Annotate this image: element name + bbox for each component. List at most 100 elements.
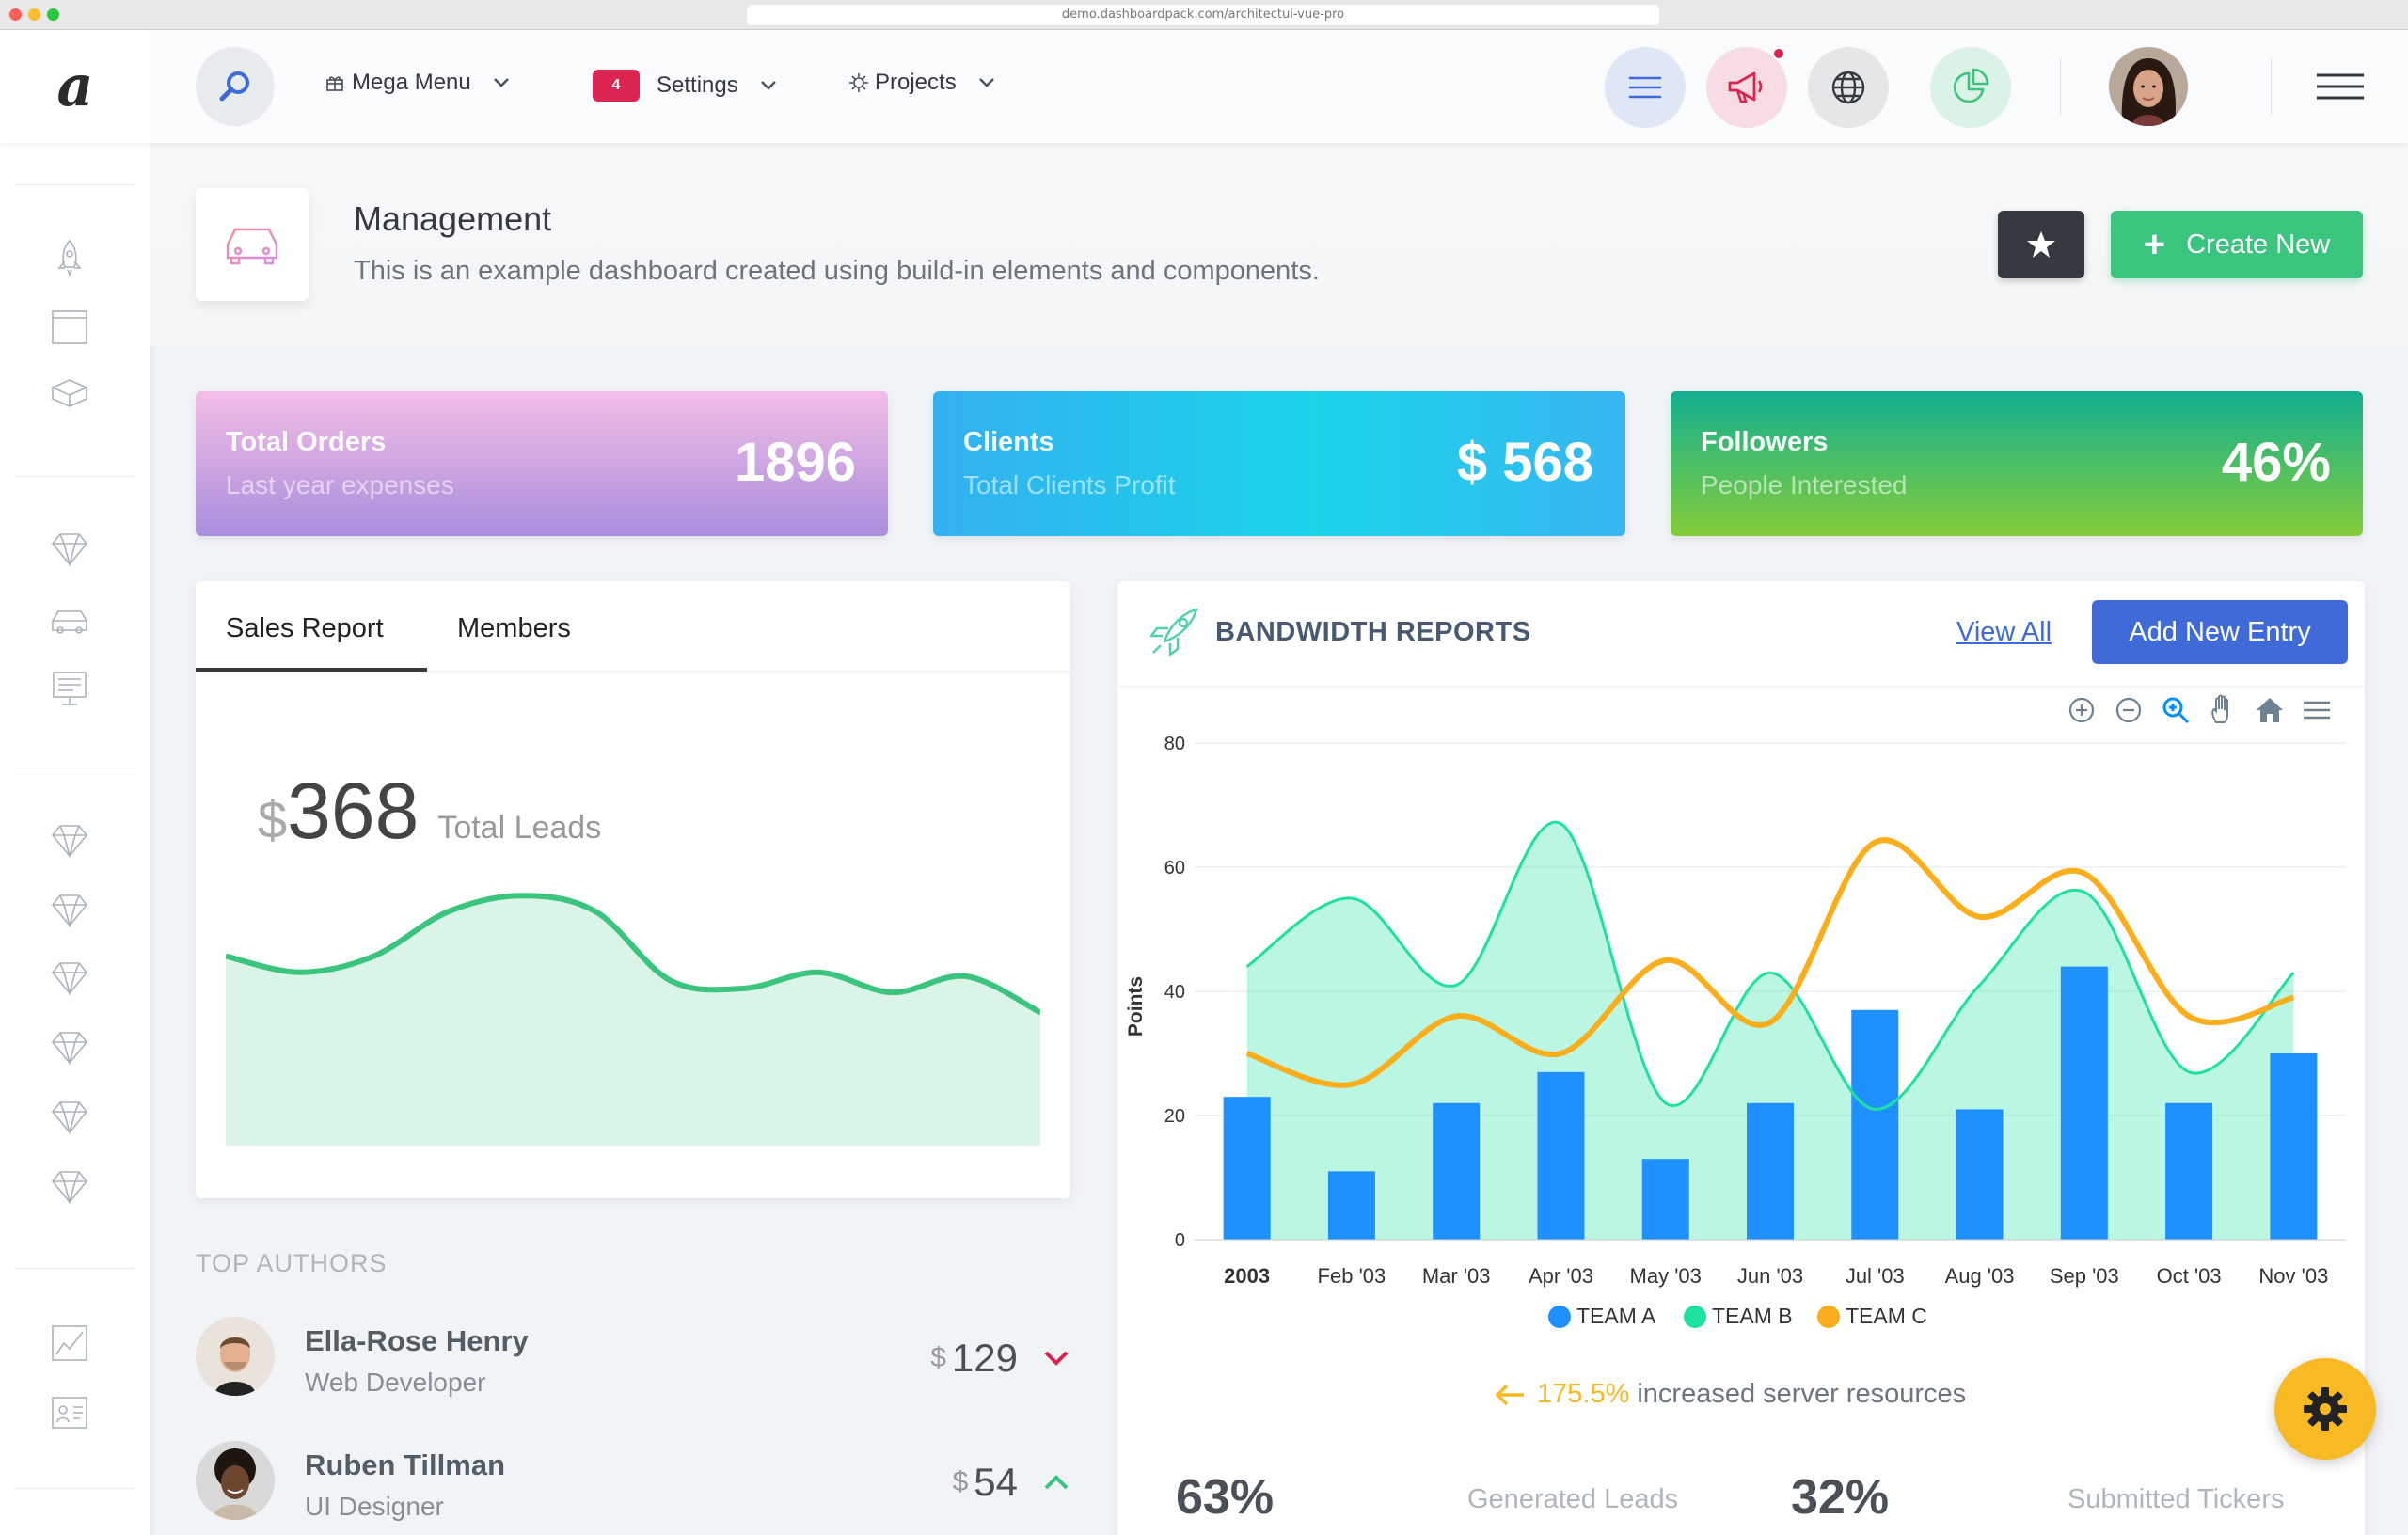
chart-legend-item[interactable]: TEAM A [1548, 1304, 1656, 1329]
box-icon[interactable] [49, 372, 90, 414]
pan-hand-icon[interactable] [2207, 694, 2239, 726]
author-name: Ella-Rose Henry [305, 1324, 529, 1357]
y-tick-label: 20 [1164, 1106, 1185, 1127]
plus-icon: + [2143, 224, 2166, 265]
team-a-bar[interactable] [1641, 1159, 1689, 1240]
chart-legend-item[interactable]: TEAM C [1817, 1304, 1927, 1329]
author-row[interactable]: Ruben Tillman UI Designer $ 54 [196, 1441, 1070, 1526]
bandwidth-title: BANDWIDTH REPORTS [1215, 617, 1531, 647]
projects-dropdown[interactable]: Projects [848, 70, 996, 96]
diamond-icon[interactable] [49, 820, 90, 862]
sidebar-divider [15, 1488, 135, 1489]
generated-leads-value: 63% [1176, 1470, 1275, 1525]
graph-icon[interactable] [49, 1322, 90, 1364]
diamond-icon[interactable] [49, 1097, 90, 1138]
diamond-icon[interactable] [49, 1166, 90, 1208]
language-button[interactable] [1808, 47, 1889, 128]
rocket-icon[interactable] [49, 237, 90, 278]
zoom-out-icon[interactable] [2113, 694, 2145, 726]
y-tick-label: 40 [1164, 982, 1185, 1003]
star-icon [2027, 231, 2055, 258]
x-tick-label: Jun '03 [1737, 1264, 1803, 1288]
sidebar-divider [15, 1268, 135, 1269]
theme-settings-button[interactable] [2274, 1358, 2376, 1460]
list-button[interactable] [1605, 47, 1686, 128]
user-avatar[interactable] [2109, 47, 2188, 126]
active-tab-indicator [196, 668, 427, 672]
selection-zoom-icon[interactable] [2160, 694, 2192, 726]
menu-toggle-button[interactable] [2316, 58, 2365, 115]
tab-sales-report[interactable]: Sales Report [226, 613, 384, 643]
billboard-icon[interactable] [49, 668, 90, 709]
team-b-area [1246, 822, 2294, 1240]
search-button[interactable] [196, 47, 275, 126]
team-a-bar[interactable] [1956, 1109, 2004, 1240]
page-title: Management [354, 199, 552, 238]
x-tick-label: Sep '03 [2050, 1264, 2119, 1288]
chart-menu-icon[interactable] [2301, 694, 2333, 726]
app-logo[interactable]: a [56, 54, 94, 119]
stat-subtitle: People Interested [1701, 470, 1908, 499]
diamond-icon[interactable] [49, 1027, 90, 1068]
legend-label: TEAM C [1846, 1304, 1927, 1328]
legend-label: TEAM B [1712, 1304, 1793, 1328]
zoom-in-icon[interactable] [2066, 694, 2098, 726]
trend-down-icon [1044, 1351, 1069, 1366]
team-a-bar[interactable] [1537, 1071, 1585, 1240]
x-tick-label: Apr '03 [1529, 1264, 1593, 1288]
team-a-bar[interactable] [1747, 1102, 1794, 1240]
settings-dropdown[interactable]: 4 Settings [593, 70, 778, 102]
rocket-icon [1149, 608, 1198, 657]
stat-title: Total Orders [226, 427, 387, 457]
author-amount-value: 54 [974, 1460, 1018, 1504]
gift-icon [326, 76, 343, 91]
reports-button[interactable] [1930, 47, 2011, 128]
author-amount: $ 129 [930, 1336, 1070, 1381]
chart-legend-item[interactable]: TEAM B [1684, 1304, 1793, 1329]
tab-members[interactable]: Members [457, 613, 571, 643]
team-a-bar[interactable] [1433, 1102, 1481, 1240]
logo-area: a [0, 30, 150, 143]
cog-icon [849, 73, 868, 92]
create-new-label: Create New [2186, 229, 2331, 260]
car-icon[interactable] [49, 600, 90, 641]
team-a-bar[interactable] [1327, 1171, 1375, 1240]
team-a-bar[interactable] [2270, 1053, 2318, 1240]
mega-menu-dropdown[interactable]: Mega Menu [325, 70, 511, 96]
minimize-window-dot[interactable] [28, 8, 40, 21]
address-bar[interactable]: demo.dashboardpack.com/architectui-vue-p… [747, 5, 1659, 25]
browser-icon[interactable] [49, 307, 90, 348]
total-leads-label: Total Leads [437, 810, 602, 846]
team-a-bar[interactable] [2060, 966, 2108, 1240]
pie-chart-icon [1953, 68, 1989, 103]
bandwidth-chart: Points 0 20 40 60 80 2003 Feb '03 Mar '03 Apr '0… [1125, 734, 2346, 1288]
view-all-link[interactable]: View All [1956, 617, 2052, 647]
add-new-entry-button[interactable]: Add New Entry [2092, 600, 2348, 664]
legend-marker [1684, 1305, 1706, 1328]
close-window-dot[interactable] [9, 8, 22, 21]
team-a-bar[interactable] [1851, 1009, 1899, 1240]
author-row[interactable]: Ella-Rose Henry Web Developer $ 129 [196, 1317, 1070, 1401]
stat-card-followers: Followers People Interested 46% [1671, 391, 2363, 536]
team-a-bar[interactable] [1223, 1097, 1271, 1240]
stat-value: 1896 [734, 432, 856, 493]
submitted-tickers-label: Submitted Tickers [2067, 1484, 2285, 1514]
author-avatar [196, 1317, 275, 1396]
diamond-icon[interactable] [49, 957, 90, 999]
favorite-button[interactable] [1998, 211, 2084, 278]
author-amount: $ 54 [953, 1460, 1070, 1505]
browser-chrome: demo.dashboardpack.com/architectui-vue-p… [0, 0, 2408, 30]
create-new-button[interactable]: + Create New [2111, 211, 2363, 278]
diamond-icon[interactable] [49, 529, 90, 570]
megaphone-icon [1728, 71, 1763, 103]
team-a-bar[interactable] [2165, 1102, 2213, 1240]
chart-toolbar [2066, 694, 2333, 726]
x-tick-label: May '03 [1630, 1264, 1702, 1288]
home-reset-icon[interactable] [2254, 694, 2286, 726]
author-role: UI Designer [305, 1492, 444, 1521]
announcement-button[interactable] [1706, 47, 1787, 128]
id-card-icon[interactable] [49, 1392, 90, 1433]
diamond-icon[interactable] [49, 890, 90, 931]
settings-badge: 4 [593, 70, 640, 102]
maximize-window-dot[interactable] [47, 8, 59, 21]
